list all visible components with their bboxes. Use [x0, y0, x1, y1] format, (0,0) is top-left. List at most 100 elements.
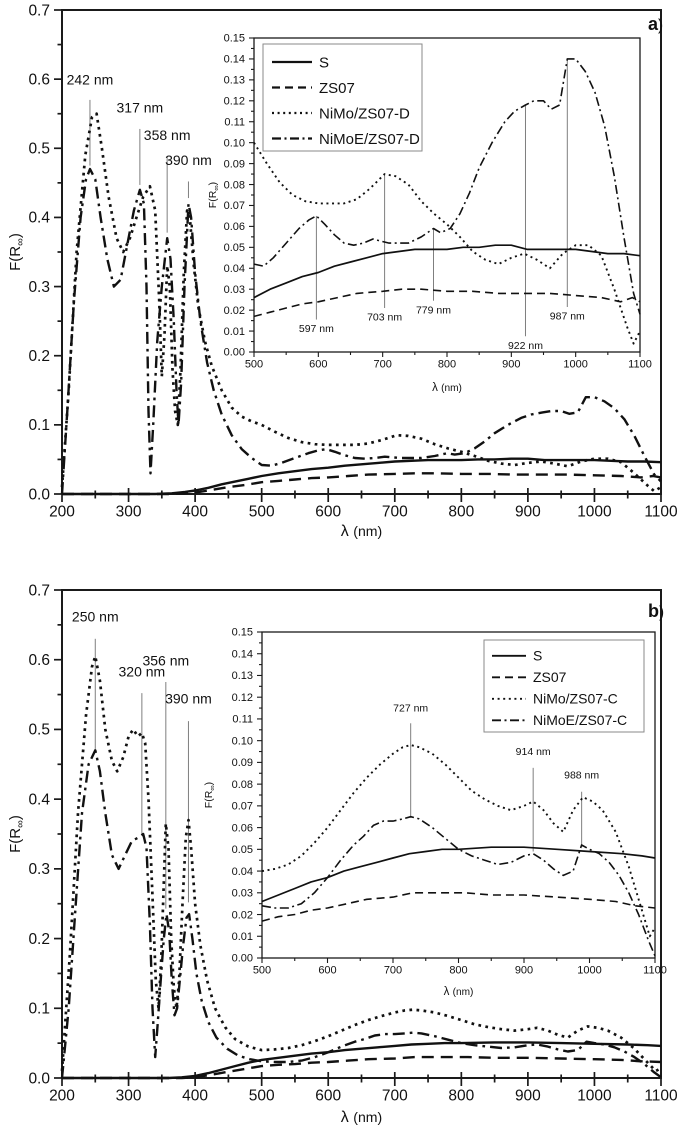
panel-b-label: b): [648, 601, 664, 621]
panel-a-inset-y-tick-label: 0.00: [224, 347, 245, 359]
panel-b-main-x-tick-label: 900: [515, 1088, 541, 1105]
panel-b-main-y-tick-label: 0.5: [28, 722, 50, 739]
panel-a-main-x-tick-label: 200: [49, 504, 75, 521]
panel-a-main-x-tick-label: 1000: [577, 504, 612, 521]
panel-a-inset-y-tick-label: 0.09: [224, 158, 245, 170]
panel-a-inset-y-tick-label: 0.01: [224, 326, 245, 338]
panel-a-main-x-tick-label: 900: [515, 504, 541, 521]
panel-a-inset-y-tick-label: 0.02: [224, 305, 245, 317]
panel-a-inset-y-tick-label: 0.15: [224, 33, 245, 45]
panel-a-inset-series-s: [253, 244, 641, 299]
panel-b-inset-x-tick-label: 1000: [577, 964, 601, 976]
panel-b-inset-x-axis-title: λ (nm): [444, 986, 474, 998]
panel-b-inset-x-tick-label: 500: [253, 964, 271, 976]
panel-b-inset-y-tick-label: 0.03: [232, 888, 253, 900]
panel-b-main-x-tick-label: 200: [49, 1088, 75, 1105]
panel-b-inset-y-tick-label: 0.09: [232, 757, 253, 769]
panel-b-main-y-tick-label: 0.3: [28, 861, 50, 878]
panel-b-inset-x-tick-label: 600: [318, 964, 336, 976]
panel-a-main-series-nimo-zs07-d: [60, 112, 662, 493]
panel-a-inset-annotation-label-987nm: 987 nm: [550, 311, 585, 323]
panel-b-inset-y-tick-label: 0.12: [232, 692, 253, 704]
panel-b-inset-y-tick-label: 0.07: [232, 801, 253, 813]
panel-b-main-x-tick-label: 400: [182, 1088, 208, 1105]
panel-b-inset-annotation-label-914nm: 914 nm: [516, 746, 551, 758]
panel-a-inset-y-tick-label: 0.03: [224, 284, 245, 296]
panel-a-inset-annotation-label-779nm: 779 nm: [416, 304, 451, 316]
panel-b-main-x-tick-label: 500: [249, 1088, 275, 1105]
panel-a-main-series-zs07: [62, 472, 662, 496]
panel-a-inset-y-tick-label: 0.04: [224, 263, 245, 275]
panel-b-inset-series-s: [261, 846, 656, 903]
panel-a-main-y-tick-label: 0.2: [28, 348, 50, 365]
panel-a-inset-legend-label-nimoe-zs07-d: NiMoE/ZS07-D: [319, 131, 420, 148]
panel-b-inset-series-nimo-zs07-c: [261, 744, 656, 938]
panel-a-main-y-axis-title: F(R∞): [7, 233, 26, 271]
panel-a-main-y-tick-label: 0.3: [28, 279, 50, 296]
panel-a-inset-y-tick-label: 0.06: [224, 221, 245, 233]
panel-b-inset-x-tick-label: 700: [384, 964, 402, 976]
panel-a-main-x-tick-label: 800: [448, 504, 474, 521]
panel-b-main-y-tick-label: 0.0: [28, 1070, 50, 1087]
panel-b-inset-y-tick-label: 0.13: [232, 670, 253, 682]
panel-a-main-x-tick-label: 1100: [644, 504, 678, 521]
panel-b-main-y-tick-label: 0.1: [28, 1001, 50, 1018]
panel-b-inset-series-nimoe-zs07-c: [261, 815, 656, 957]
panel-b-main-x-tick-label: 700: [382, 1088, 408, 1105]
panel-a-inset-legend-label-nimo-zs07-d: NiMo/ZS07-D: [319, 105, 410, 122]
panel-a-inset-legend-label-s: S: [319, 54, 329, 71]
panel-a-main-series-nimoe-zs07-d: [60, 167, 662, 495]
panel-b-main-x-tick-label: 800: [448, 1088, 474, 1105]
panel-a-main-y-tick-label: 0.5: [28, 141, 50, 158]
panel-b-main-annotation-label-390nm: 390 nm: [165, 691, 212, 707]
panel-b-inset-y-tick-label: 0.10: [232, 735, 253, 747]
panel-a-inset-x-tick-label: 700: [373, 358, 391, 370]
panel-a-main-series-s: [62, 457, 662, 496]
panel-a-inset-x-tick-label: 1000: [563, 358, 587, 370]
panel-b-inset-annotation-label-988nm: 988 nm: [564, 770, 599, 782]
panel-a-main-x-tick-label: 300: [116, 504, 142, 521]
panel-a-inset-y-tick-label: 0.13: [224, 75, 245, 87]
panel-a-inset-y-tick-label: 0.05: [224, 242, 245, 254]
panel-b-main-x-tick-label: 600: [315, 1088, 341, 1105]
panel-b-main-annotation-label-356nm: 356 nm: [142, 652, 189, 668]
panel-b-main-annotation-label-320nm: 320 nm: [119, 663, 166, 679]
panel-a-inset-series-zs07: [253, 288, 641, 318]
panel-a-inset-y-axis-title: F(R∞): [207, 182, 220, 208]
panel-b-inset-y-tick-label: 0.14: [232, 648, 253, 660]
panel-a-inset-y-tick-label: 0.08: [224, 179, 245, 191]
panel-b-inset-y-axis-title: F(R∞): [203, 782, 216, 808]
panel-a-main-annotation-label-390nm: 390 nm: [165, 152, 212, 168]
panel-a-inset-x-axis-title: λ (nm): [432, 382, 462, 394]
panel-b-inset-legend-label-nimoe-zs07-c: NiMoE/ZS07-C: [533, 712, 627, 728]
panel-b-inset-legend-label-zs07: ZS07: [533, 669, 567, 685]
panel-b-inset-y-tick-label: 0.01: [232, 931, 253, 943]
panel-a-label: a): [648, 14, 663, 34]
panel-a-main-annotation-label-358nm: 358 nm: [144, 127, 191, 143]
panel-a-inset-x-tick-label: 500: [245, 358, 263, 370]
panel-b-inset-y-tick-label: 0.11: [232, 714, 253, 726]
panel-b-inset-y-tick-label: 0.05: [232, 844, 253, 856]
panel-a-inset-annotation-label-597nm: 597 nm: [299, 323, 334, 335]
panel-b-main-y-axis-title: F(R∞): [7, 815, 26, 853]
panel-b-inset-y-tick-label: 0.00: [232, 953, 253, 965]
panel-b-inset-annotation-label-727nm: 727 nm: [393, 702, 428, 714]
panel-b-main-series-nimo-zs07-c: [60, 654, 662, 1073]
panel-a-main-x-tick-label: 600: [315, 504, 341, 521]
panel-a-inset-x-tick-label: 600: [309, 358, 327, 370]
panel-b-main-y-tick-label: 0.7: [28, 582, 50, 599]
panel-b-inset-y-tick-label: 0.02: [232, 909, 253, 921]
panel-b-main-y-tick-label: 0.2: [28, 931, 50, 948]
panel-a-main-y-tick-label: 0.4: [28, 210, 50, 227]
panel-a-main-annotation-label-242nm: 242 nm: [67, 72, 114, 88]
panel-a-inset-y-tick-label: 0.14: [224, 54, 245, 66]
panel-a-main-x-tick-label: 700: [382, 504, 408, 521]
panel-b-inset-series-zs07: [261, 892, 656, 922]
panel-b-inset-legend-label-nimo-zs07-c: NiMo/ZS07-C: [533, 691, 618, 707]
panel-b-inset-y-tick-label: 0.08: [232, 779, 253, 791]
panel-a-inset-y-tick-label: 0.07: [224, 200, 245, 212]
panel-b-inset-x-tick-label: 900: [515, 964, 533, 976]
panel-a-main-y-tick-label: 0.0: [28, 486, 50, 503]
panel-b-main-annotation-label-250nm: 250 nm: [72, 608, 119, 624]
panel-b-main-series-nimoe-zs07-c: [60, 749, 662, 1079]
